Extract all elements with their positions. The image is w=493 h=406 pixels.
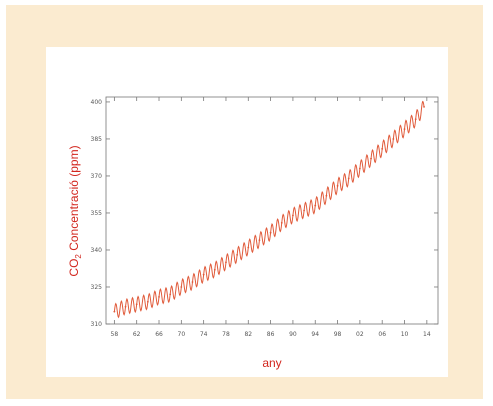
- series-point: [191, 281, 194, 283]
- series-point: [303, 209, 305, 212]
- series-point: [158, 295, 160, 298]
- series-point: [336, 184, 339, 187]
- series-point: [258, 239, 261, 242]
- series-point: [423, 105, 425, 108]
- series-point: [225, 261, 227, 264]
- y-tick-label: 355: [91, 210, 103, 217]
- x-tick-label: 86: [267, 331, 275, 338]
- x-tick-label: 14: [423, 331, 431, 338]
- series-point: [124, 305, 127, 308]
- y-tick-label: 340: [91, 247, 103, 254]
- x-tick-label: 94: [311, 331, 319, 338]
- series-point: [247, 246, 250, 249]
- series-point: [370, 157, 372, 160]
- series-point: [414, 118, 417, 121]
- series-point: [202, 273, 205, 276]
- series-point: [403, 128, 406, 130]
- chart-frame: 310 325 340 355 370 385 400 58 62 66 70 74 78 82 86 90…: [6, 5, 483, 399]
- co2-chart: 310 325 340 355 370 385 400 58 62 66 70 74 78 82 86 90…: [67, 96, 439, 370]
- x-tick-label: 78: [222, 331, 230, 338]
- series-point: [381, 147, 384, 150]
- x-tick-label: 70: [178, 331, 186, 338]
- y-tick-label: 385: [91, 136, 103, 143]
- x-tick-label: 62: [133, 331, 141, 338]
- x-tick-label: 90: [289, 331, 297, 338]
- series-point: [180, 286, 183, 288]
- y-axis-label: CO2 Concentració (ppm): [67, 145, 83, 276]
- x-tick-label: 06: [378, 331, 386, 338]
- series-point: [325, 194, 328, 197]
- x-axis-label: any: [262, 356, 281, 370]
- x-tick-label: 10: [401, 331, 409, 338]
- x-tick-label: 74: [200, 331, 208, 338]
- series-point: [358, 167, 361, 170]
- y-axis-ticks: 310 325 340 355 370 385 400: [91, 99, 438, 328]
- x-tick-label: 82: [244, 331, 252, 338]
- x-tick-label: 02: [356, 331, 364, 338]
- co2-series-points: [113, 105, 425, 313]
- y-tick-label: 310: [91, 321, 103, 328]
- series-point: [347, 177, 350, 180]
- co2-series-line: [113, 100, 425, 319]
- y-axis-label-suffix: Concentració (ppm): [67, 145, 81, 254]
- series-point: [292, 214, 294, 217]
- x-axis-ticks: 58 62 66 70 74 78 82 86 90 94 98 02 06 10 14: [111, 97, 431, 338]
- series-point: [314, 204, 317, 207]
- series-point: [392, 138, 395, 140]
- x-tick-label: 66: [155, 331, 163, 338]
- x-tick-label: 98: [334, 331, 342, 338]
- y-axis-label-subscript: 2: [74, 254, 83, 259]
- plot-area-border: [105, 96, 439, 325]
- series-point: [269, 231, 272, 234]
- series-point: [236, 254, 239, 256]
- y-tick-label: 370: [91, 173, 103, 180]
- series-point: [213, 268, 216, 271]
- x-tick-label: 58: [111, 331, 119, 338]
- series-point: [135, 303, 138, 306]
- series-point: [146, 300, 149, 303]
- y-tick-label: 400: [91, 99, 103, 106]
- series-point: [169, 293, 172, 296]
- chart-card: 310 325 340 355 370 385 400 58 62 66 70 74 78 82 86 90…: [46, 47, 448, 377]
- series-point: [280, 221, 283, 224]
- y-tick-label: 325: [91, 284, 103, 291]
- y-axis-label-prefix: CO: [67, 259, 81, 277]
- series-point: [113, 310, 116, 313]
